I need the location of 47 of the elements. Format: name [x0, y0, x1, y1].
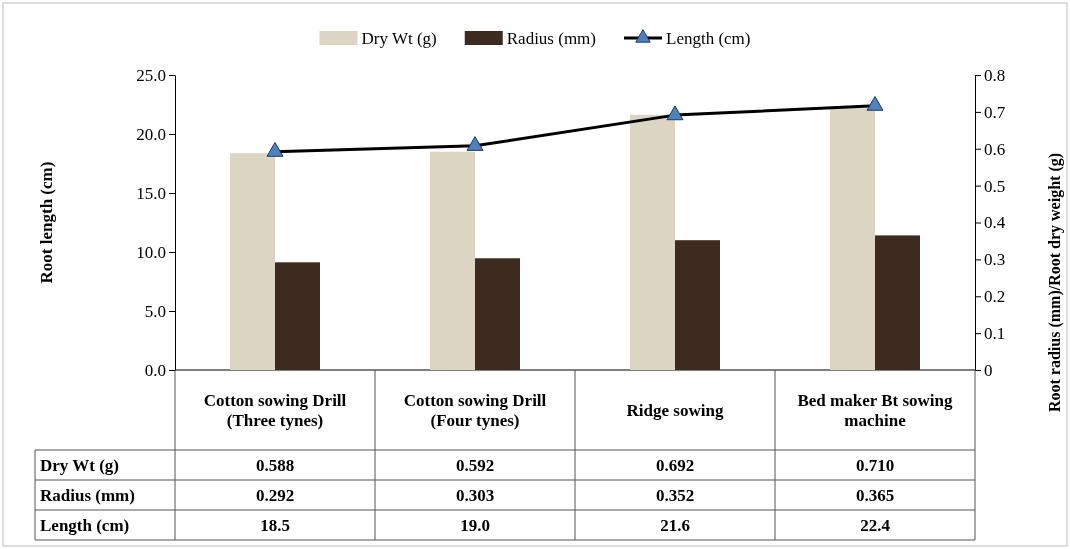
data-label: 0.592	[455, 456, 495, 475]
y-tick-label: 0.0	[144, 360, 166, 380]
bar	[275, 262, 320, 370]
bar	[230, 153, 275, 370]
data-label: 0.303	[455, 486, 495, 505]
y-tick-label: 20.0	[136, 124, 166, 144]
text: Length (cm)	[40, 516, 130, 535]
text: Dry Wt (g)	[40, 456, 119, 475]
data-label: 0.710	[855, 456, 895, 475]
data-label: 0.588	[255, 456, 295, 475]
bar	[675, 240, 720, 370]
y2-tick-label: 0.6	[984, 139, 1006, 159]
y2-tick-label: 0	[984, 360, 993, 380]
bar	[475, 258, 520, 370]
x-tick-label: Cotton sowing Drill (Three tynes)	[203, 391, 347, 430]
y2-tick-label: 0.2	[984, 287, 1006, 307]
y-axis-title: Root length (cm)	[37, 161, 56, 284]
bar	[875, 235, 920, 370]
y-tick-label: 15.0	[136, 183, 166, 203]
data-label: 0.365	[855, 486, 895, 505]
data-label: 19.0	[460, 516, 490, 535]
legend-label: Dry Wt (g)	[361, 29, 437, 48]
data-label: 18.5	[260, 516, 290, 535]
y2-tick-label: 0.5	[984, 176, 1006, 196]
data-label: 21.6	[660, 516, 690, 535]
data-label: 0.292	[255, 486, 295, 505]
data-label: 22.4	[860, 516, 891, 535]
legend-label: Radius (mm)	[506, 29, 596, 48]
y2-tick-label: 0.3	[984, 250, 1006, 270]
y-tick-label: 25.0	[136, 65, 166, 85]
y2-axis-title: Root radius (mm)/Root dry weight (g)	[1046, 152, 1064, 413]
legend-label: Length (cm)	[665, 29, 751, 48]
y2-tick-label: 0.1	[984, 324, 1006, 344]
y-tick-label: 5.0	[144, 301, 166, 321]
bar	[830, 108, 875, 370]
y-tick-label: 10.0	[136, 242, 166, 262]
y2-tick-label: 0.7	[984, 102, 1006, 122]
data-label: 0.352	[655, 486, 695, 505]
x-tick-label: Ridge sowing	[626, 401, 724, 420]
y2-tick-label: 0.4	[984, 213, 1006, 233]
data-label: 0.692	[655, 456, 695, 475]
bar	[430, 151, 475, 370]
x-tick-label: Cotton sowing Drill (Four tynes)	[403, 391, 547, 430]
bar	[630, 114, 675, 370]
text: Radius (mm)	[40, 486, 135, 505]
y2-tick-label: 0.8	[984, 65, 1006, 85]
x-tick-label: Bed maker Bt sowing machine	[797, 391, 954, 430]
